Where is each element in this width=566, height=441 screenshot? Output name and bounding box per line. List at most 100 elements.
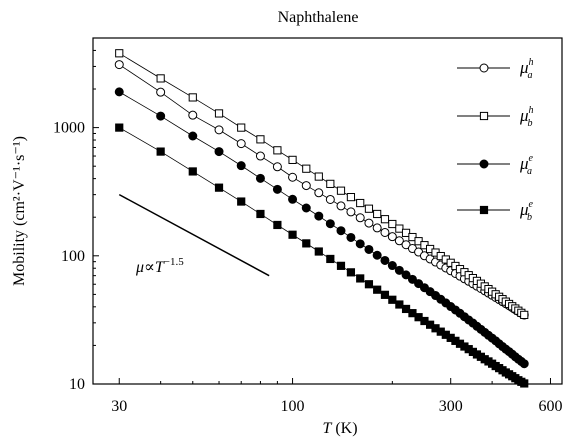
x-tick-label: 300 [439,398,463,415]
scaling-annotation-var: T [155,259,165,276]
data-point [395,300,404,309]
data-point [255,173,265,183]
data-point [336,261,346,270]
data-point [301,203,311,213]
data-point [115,123,124,132]
legend-item: μe a [457,153,534,177]
data-point [373,285,382,294]
data-point [214,183,224,192]
data-point [380,215,390,224]
legend-marker [479,111,489,121]
data-point [346,268,356,277]
data-point [156,87,166,97]
data-point [325,194,335,204]
scaling-annotation-lhs: μ∝ [135,259,155,276]
data-point [236,139,246,149]
x-axis-label-unit: (K) [331,420,357,437]
data-point [364,244,374,254]
data-point [364,218,374,228]
data-point [156,147,165,156]
data-point [288,194,298,204]
scaling-guide-line [118,193,270,277]
plot-frame [92,37,563,385]
series-4 [115,123,529,388]
data-point [387,232,397,242]
scaling-annotation: μ∝T−1.5 [118,193,270,277]
data-point [401,228,411,237]
data-point [214,147,224,157]
data-point [188,110,198,120]
data-point [237,197,246,206]
legend-label: μh b [519,105,534,129]
data-point [301,181,311,191]
data-point [364,280,374,289]
y-axis-label: Mobility (cm²·V⁻¹·s⁻¹) [11,136,28,286]
y-tick-label: 1000 [53,120,85,137]
data-point [394,265,404,275]
legend-marker [479,159,489,169]
data-point [114,87,124,97]
data-point [373,209,382,219]
data-point [326,254,335,264]
data-point [346,193,356,202]
data-point [273,146,282,155]
data-point [214,125,224,135]
data-point [188,93,197,102]
data-point [387,261,397,271]
legend-marker [479,63,489,73]
data-point [256,209,265,219]
data-point [115,49,124,58]
data-point [388,219,397,229]
x-axis-label: T (K) [322,420,357,437]
x-tick-label: 100 [281,398,305,415]
data-point [288,230,297,239]
series-layer [114,49,529,388]
scaling-annotation-text: μ∝T−1.5 [135,256,184,276]
series-1 [114,60,529,320]
y-tick-label: 100 [61,248,85,265]
legend-label: μe b [519,199,534,223]
legend-item: μh b [457,105,534,129]
data-point [237,123,246,132]
data-point [188,167,197,176]
data-point [255,151,265,161]
data-point [401,304,411,314]
data-point [380,227,390,237]
y-tick-label: 10 [69,376,85,393]
legend-item: μe b [457,199,534,223]
data-point [407,274,417,284]
x-axis-label-var: T [322,420,332,437]
series-2 [115,49,529,319]
data-point [325,219,335,229]
data-point [314,247,323,256]
data-point [302,239,311,248]
data-point [288,172,298,182]
data-point [380,255,390,265]
data-point [114,60,124,70]
data-point [272,162,282,172]
data-point [355,239,365,249]
data-point [156,74,165,83]
data-point [346,232,356,242]
data-point [346,207,356,217]
data-point [364,204,374,213]
data-point [273,220,282,230]
data-point [326,179,335,188]
data-point [336,186,346,195]
data-point [380,290,390,299]
data-point [214,109,224,118]
data-point [520,310,529,319]
y-axis: 10 100 1000 [53,37,99,393]
data-point [314,188,324,198]
legend-item: μh a [457,57,534,81]
data-point [256,135,265,144]
data-point [188,131,198,141]
series-3 [114,87,529,369]
data-point [288,155,297,164]
data-point [356,198,365,208]
x-tick-label: 600 [538,398,562,415]
legend-label: μh a [519,57,534,81]
data-point [372,223,382,233]
data-point [401,270,411,280]
x-tick-label: 30 [111,398,127,415]
